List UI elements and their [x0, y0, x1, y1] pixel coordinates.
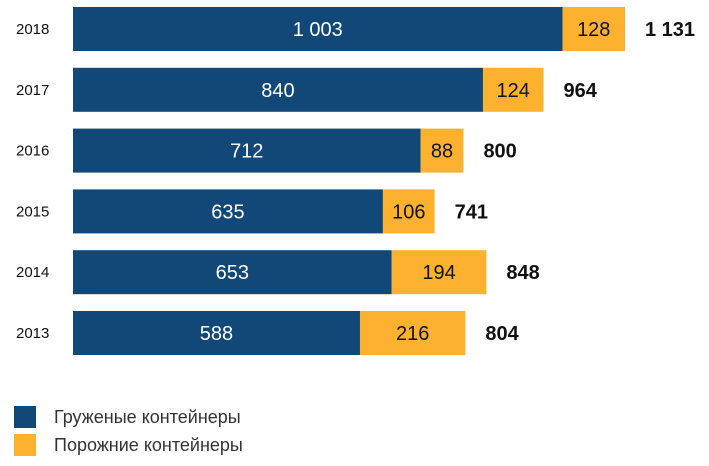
year-label-2017: 2017 — [16, 82, 49, 99]
legend-swatch-loaded — [14, 406, 36, 428]
year-label-2018: 2018 — [16, 21, 49, 38]
total-label-2014: 848 — [506, 262, 539, 284]
value-label-empty-2016: 88 — [431, 141, 453, 163]
bar-empty-2018 — [562, 7, 625, 51]
bar-empty-2013 — [359, 311, 466, 355]
year-label-2015: 2015 — [16, 203, 49, 220]
legend-swatch-empty — [14, 434, 36, 456]
bar-empty-2017 — [482, 67, 544, 112]
year-label-2016: 2016 — [16, 143, 49, 160]
value-label-empty-2018: 128 — [577, 19, 610, 41]
value-label-empty-2015: 106 — [392, 201, 425, 223]
total-label-2017: 964 — [563, 80, 597, 102]
bar-loaded-2018 — [73, 7, 563, 51]
legend-item-loaded: Груженые контейнеры — [14, 404, 374, 430]
bar-loaded-2015 — [73, 189, 383, 234]
value-label-loaded-2015: 635 — [211, 201, 244, 223]
bar-empty-2015 — [382, 189, 435, 234]
legend: Груженые контейнеры Порожние контейнеры — [14, 404, 374, 460]
bar-loaded-2014 — [73, 250, 392, 295]
value-label-empty-2013: 216 — [396, 323, 429, 345]
year-label-2013: 2013 — [16, 325, 49, 342]
total-label-2015: 741 — [455, 201, 488, 223]
bar-empty-2014 — [391, 250, 487, 295]
legend-item-empty: Порожние контейнеры — [14, 432, 374, 458]
year-label-2014: 2014 — [16, 264, 49, 281]
value-label-loaded-2013: 588 — [200, 323, 233, 345]
bar-loaded-2017 — [73, 67, 483, 112]
bar-loaded-2013 — [73, 311, 360, 355]
bar-empty-2016 — [420, 128, 464, 173]
value-label-empty-2017: 124 — [497, 80, 530, 102]
legend-label-empty: Порожние контейнеры — [54, 434, 243, 455]
bar-loaded-2016 — [73, 128, 421, 173]
value-label-loaded-2018: 1 003 — [293, 19, 343, 41]
value-label-empty-2014: 194 — [422, 262, 455, 284]
legend-label-loaded: Груженые контейнеры — [54, 406, 241, 427]
total-label-2016: 800 — [483, 141, 516, 163]
value-label-loaded-2016: 712 — [230, 141, 263, 163]
value-label-loaded-2014: 653 — [216, 262, 249, 284]
total-label-2013: 804 — [485, 323, 519, 345]
total-label-2018: 1 131 — [645, 19, 695, 41]
value-label-loaded-2017: 840 — [261, 80, 294, 102]
